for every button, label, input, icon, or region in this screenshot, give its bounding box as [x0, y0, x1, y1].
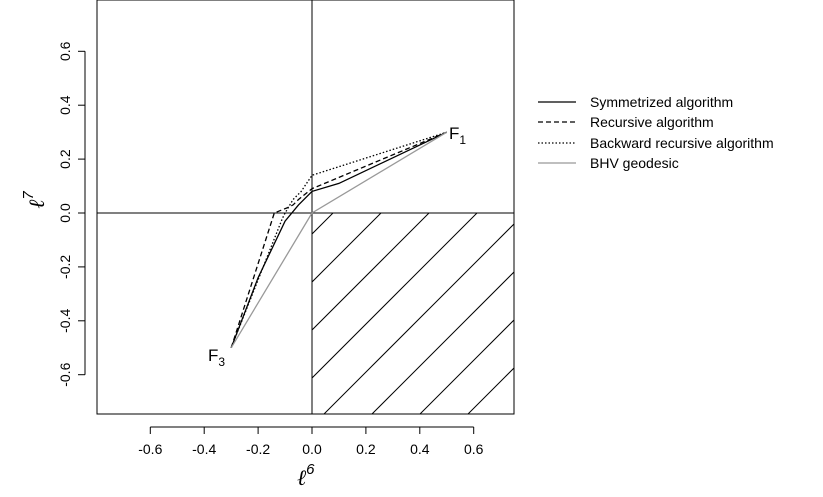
y-tick-label: 0.6: [57, 41, 73, 61]
x-tick-label: 0.2: [356, 441, 376, 457]
hatch-line: [467, 367, 514, 414]
legend: Symmetrized algorithm Recursive algorith…: [538, 94, 774, 171]
hatch-line: [0, 0, 360, 414]
hatched-region: [0, 0, 823, 414]
y-axis-title-sup: 7: [20, 191, 37, 200]
point-label-f1: F1: [449, 124, 466, 147]
hatch-line: [660, 0, 823, 414]
legend-label-1: Recursive algorithm: [590, 114, 714, 130]
x-tick-label: -0.6: [138, 441, 162, 457]
legend-label-2: Backward recursive algorithm: [590, 135, 774, 151]
y-tick-label: -0.4: [57, 309, 73, 333]
hatch-line: [312, 213, 478, 379]
hatch-line: [516, 0, 823, 414]
y-tick-label: 0.4: [57, 95, 73, 115]
series-line-2: [230, 131, 447, 349]
y-tick-label: -0.2: [57, 255, 73, 279]
x-axis: -0.6 -0.4 -0.2 0.0 0.2 0.4 0.6: [138, 426, 484, 457]
hatch-line: [312, 213, 382, 283]
x-tick-label: 0.6: [464, 441, 484, 457]
x-tick-label: 0.0: [302, 441, 322, 457]
x-tick-label: 0.4: [410, 441, 430, 457]
series-line-1: [230, 131, 448, 348]
legend-label-0: Symmetrized algorithm: [590, 94, 733, 110]
point-label-f3-sub: 3: [218, 355, 225, 369]
hatch-line: [564, 0, 823, 414]
hatch-line: [419, 319, 514, 414]
y-axis: -0.6 -0.4 -0.2 0.0 0.2 0.4 0.6: [57, 41, 86, 387]
point-label-f1-sub: 1: [459, 133, 466, 147]
series-line-0: [230, 131, 448, 349]
hatch-line: [371, 271, 514, 414]
x-tick-label: -0.2: [246, 441, 270, 457]
x-axis-title-sup: 6: [306, 461, 315, 478]
hatch-line: [708, 0, 823, 414]
hatch-line: [312, 213, 430, 331]
x-tick-label: -0.4: [192, 441, 216, 457]
reference-lines: [97, 0, 514, 414]
plot-frame: [96, 0, 515, 415]
y-tick-label: 0.2: [57, 149, 73, 169]
x-axis-title: ℓ6: [297, 461, 315, 491]
hatch-line: [612, 0, 823, 414]
hatch-line: [36, 0, 456, 414]
hatch-line: [84, 0, 504, 414]
series-line-3: [230, 131, 448, 349]
y-axis-title: ℓ7: [20, 191, 50, 209]
point-label-f3: F3: [208, 346, 225, 369]
legend-label-3: BHV geodesic: [590, 155, 679, 171]
y-tick-label: -0.6: [57, 362, 73, 386]
hatch-line: [312, 213, 334, 235]
hatch-line: [323, 223, 514, 414]
y-tick-label: 0.0: [57, 203, 73, 223]
series-lines: [230, 131, 448, 349]
